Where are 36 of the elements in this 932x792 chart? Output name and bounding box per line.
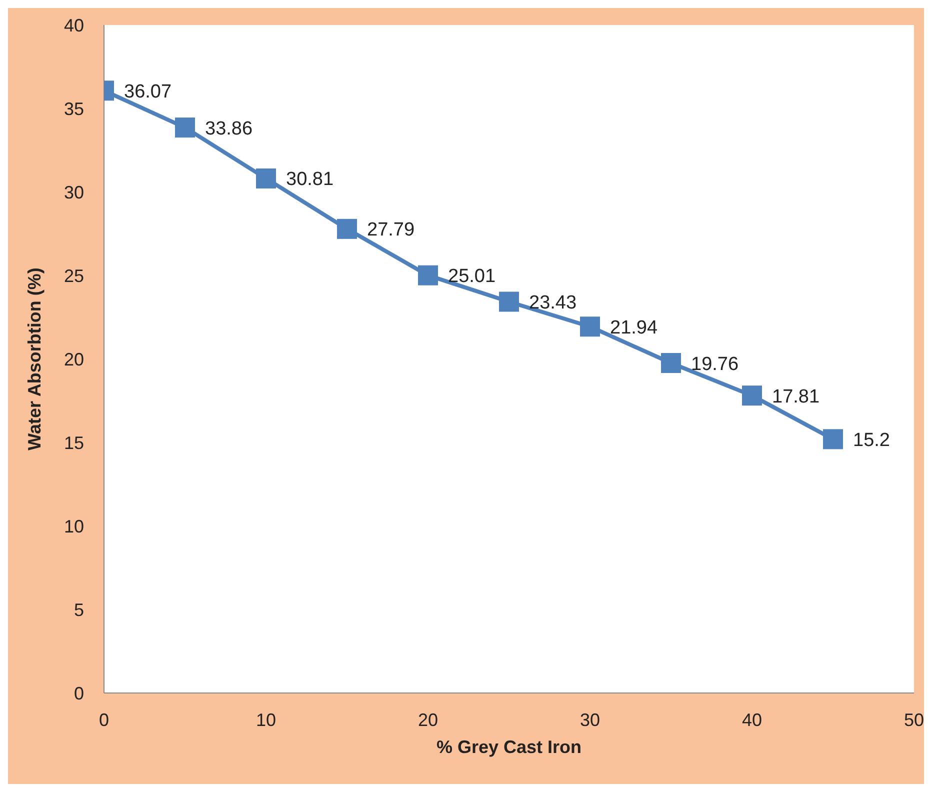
data-label: 15.2 <box>853 430 890 451</box>
data-label: 36.07 <box>124 81 172 102</box>
data-label: 33.86 <box>205 118 253 140</box>
point <box>742 386 762 406</box>
point <box>175 118 195 138</box>
y-tick-label: 40 <box>64 15 84 36</box>
data-label: 21.94 <box>610 317 658 338</box>
data-label: 23.43 <box>529 292 577 314</box>
y-tick-label: 5 <box>74 600 84 620</box>
x-tick-label: 30 <box>580 710 600 730</box>
x-tick-label: 0 <box>98 710 110 730</box>
y-tick-label: 20 <box>64 349 84 370</box>
x-axis-title: % Grey Cast Iron <box>436 737 582 757</box>
point <box>256 168 276 188</box>
x-tick-label: 40 <box>742 710 762 730</box>
data-label: 30.81 <box>286 169 334 190</box>
point <box>580 316 600 337</box>
y-tick-label: 35 <box>64 98 84 119</box>
y-tick-label: 15 <box>64 432 84 453</box>
x-tick-label: 50 <box>904 710 924 730</box>
data-label: 27.79 <box>367 220 415 241</box>
y-tick-label: 0 <box>74 683 84 704</box>
y-tick-label: 25 <box>64 266 84 286</box>
point <box>418 265 438 286</box>
point <box>337 218 357 239</box>
y-tick-label: 10 <box>64 516 84 536</box>
data-label: 19.76 <box>691 354 739 375</box>
data-label: 25.01 <box>448 266 496 288</box>
y-axis-title: Water Absorbtion (%) <box>24 268 44 450</box>
x-tick-label: 20 <box>418 710 438 730</box>
point <box>661 353 681 374</box>
point <box>499 292 519 312</box>
x-tick-label: 10 <box>256 710 276 730</box>
point <box>823 429 843 450</box>
data-label: 17.81 <box>772 386 820 408</box>
y-tick-label: 30 <box>64 182 84 202</box>
